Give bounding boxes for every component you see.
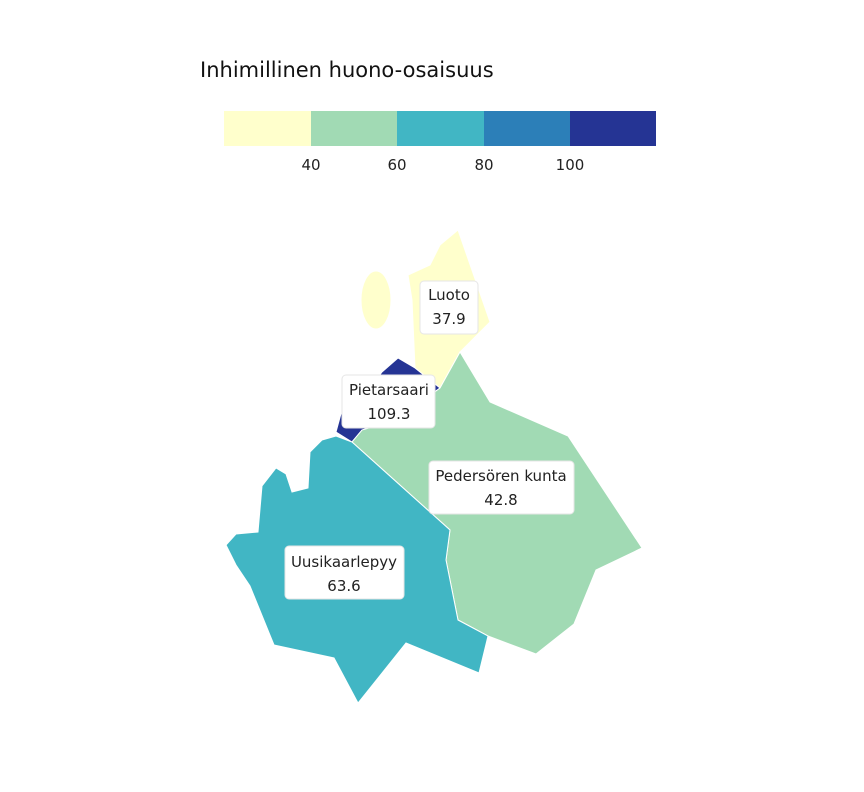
legend-bin-3 <box>397 111 484 146</box>
label-luoto-name: Luoto <box>428 286 470 304</box>
legend-tick-80: 80 <box>474 156 493 174</box>
label-luoto: Luoto 37.9 <box>419 280 479 335</box>
legend-tick-100: 100 <box>556 156 585 174</box>
label-pedersoren-kunta-value: 42.8 <box>484 491 517 509</box>
legend: Inhimillinen huono-osaisuus 40 60 80 100 <box>200 58 656 174</box>
legend-tick-40: 40 <box>301 156 320 174</box>
label-pietarsaari-name: Pietarsaari <box>349 381 429 399</box>
legend-title: Inhimillinen huono-osaisuus <box>200 58 494 82</box>
label-uusikaarlepyy: Uusikaarlepyy 63.6 <box>284 545 405 600</box>
label-pietarsaari: Pietarsaari 109.3 <box>341 374 436 429</box>
label-uusikaarlepyy-name: Uusikaarlepyy <box>291 553 397 571</box>
legend-tick-60: 60 <box>387 156 406 174</box>
legend-bin-4 <box>484 111 570 146</box>
region-luoto-island <box>360 270 392 330</box>
label-pietarsaari-value: 109.3 <box>368 405 411 423</box>
label-pedersoren-kunta-name: Pedersören kunta <box>435 467 566 485</box>
legend-color-scale <box>224 111 656 146</box>
label-uusikaarlepyy-value: 63.6 <box>327 577 360 595</box>
legend-bin-1 <box>224 111 311 146</box>
label-pedersoren-kunta: Pedersören kunta 42.8 <box>428 460 575 515</box>
legend-bin-5 <box>570 111 656 146</box>
label-luoto-value: 37.9 <box>432 310 465 328</box>
legend-bin-2 <box>311 111 397 146</box>
region-labels: Luoto 37.9 Pietarsaari 109.3 Pedersören … <box>284 280 575 600</box>
